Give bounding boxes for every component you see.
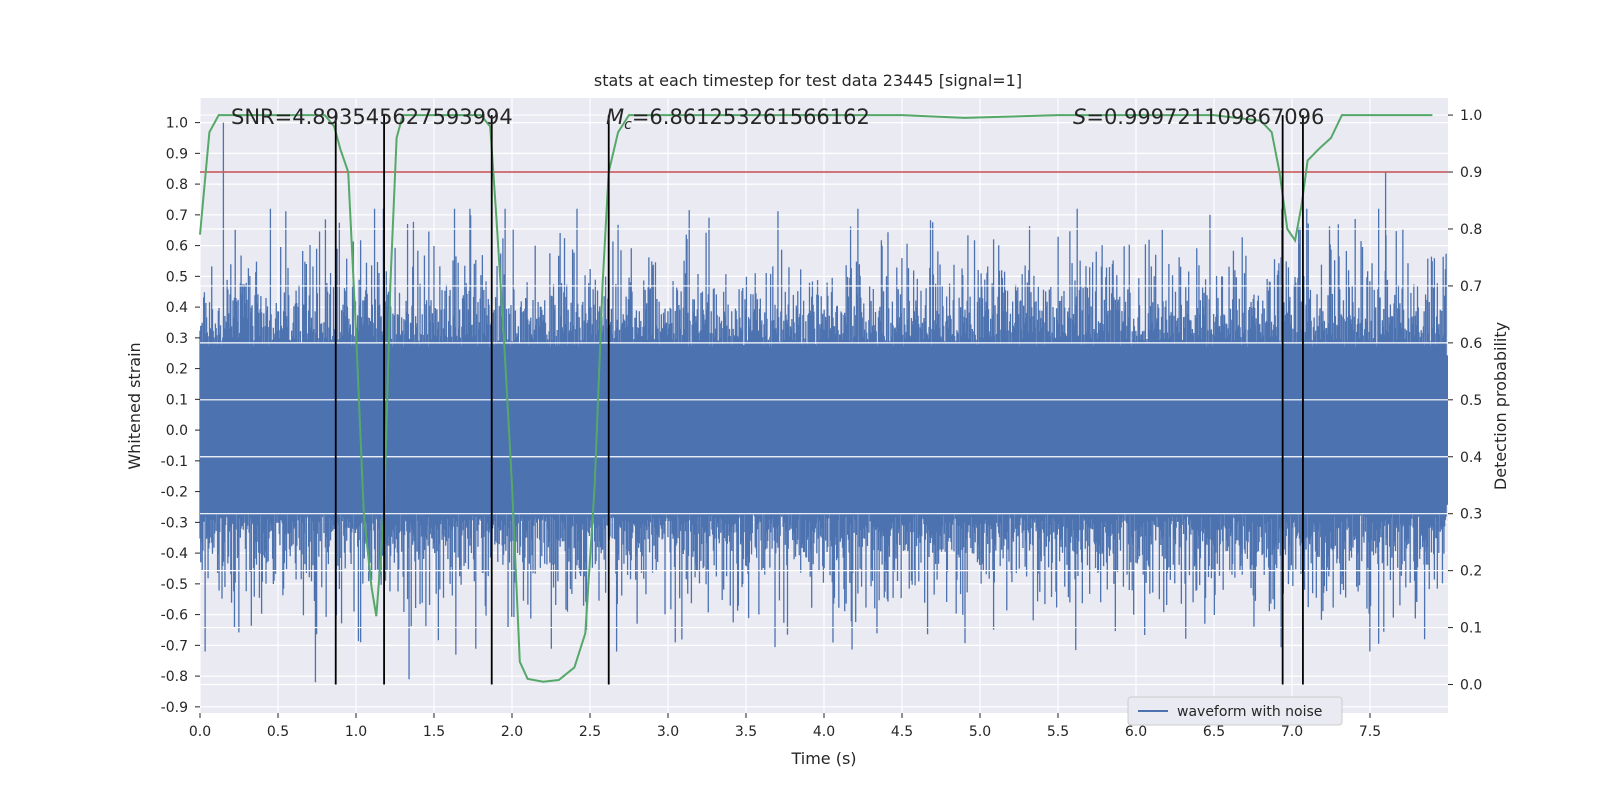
right-tick-label: 0.9 <box>1460 165 1482 181</box>
x-tick-label: 1.0 <box>345 724 367 740</box>
right-tick-label: 0.0 <box>1460 678 1482 694</box>
right-tick-label: 0.8 <box>1460 222 1482 238</box>
legend-box <box>1127 696 1343 726</box>
y-tick-label: 1.0 <box>166 116 188 132</box>
right-tick-label: 0.7 <box>1460 279 1482 295</box>
x-tick-label: 2.5 <box>579 724 601 740</box>
x-tick-label: 7.0 <box>1281 724 1303 740</box>
y-tick-label: -0.6 <box>161 608 188 624</box>
chirp-mass-value: =6.861253261566162 <box>632 105 870 129</box>
y-tick-label: 0.0 <box>166 423 188 439</box>
right-tick-label: 0.1 <box>1460 621 1482 637</box>
y-tick-label: 0.1 <box>166 392 188 408</box>
y-tick-label: 0.8 <box>166 177 188 193</box>
chirp-mass-annotation: Mc=6.861253261566162 <box>606 105 870 133</box>
right-tick-label: 0.6 <box>1460 336 1482 352</box>
x-axis-label: Time (s) <box>790 749 856 768</box>
y-tick-label: -0.3 <box>161 515 188 531</box>
x-tick-label: 1.5 <box>423 724 445 740</box>
y-tick-label: 0.3 <box>166 331 188 347</box>
x-tick-label: 5.0 <box>969 724 991 740</box>
y-tick-label: -0.2 <box>161 485 188 501</box>
spin-value: =0.999721109867096 <box>1086 105 1324 129</box>
x-tick-label: 2.0 <box>501 724 523 740</box>
strain-series <box>199 122 1448 683</box>
x-tick-label: 7.5 <box>1359 724 1381 740</box>
y-tick-label: -0.8 <box>161 669 188 685</box>
right-tick-label: 0.4 <box>1460 450 1482 466</box>
right-tick-label: 1.0 <box>1460 108 1482 124</box>
strain-trace <box>199 122 1447 683</box>
y-axis-label: Whitened strain <box>125 342 144 469</box>
x-axis-ticks: 0.0 0.5 1.0 1.5 2.0 2.5 3.0 3.5 4.0 4.5 5.0 5.5 6.0 6… <box>189 713 1381 740</box>
probability-series <box>199 114 1433 683</box>
y-tick-label: -0.1 <box>161 454 188 470</box>
probability-line <box>199 114 1433 683</box>
y-tick-label: 0.7 <box>166 208 188 224</box>
y-tick-label: -0.5 <box>161 577 188 593</box>
y-tick-label: -0.4 <box>161 546 188 562</box>
right-y-axis-label: Detection probability <box>1491 322 1510 490</box>
x-tick-label: 0.5 <box>267 724 289 740</box>
snr-annotation: SNR=4.893545627593994 <box>231 105 513 129</box>
x-tick-label: 6.5 <box>1203 724 1225 740</box>
legend-label: waveform with noise <box>1177 704 1322 720</box>
x-tick-label: 3.5 <box>735 724 757 740</box>
y-axis-ticks: -0.9 -0.8 -0.7 -0.6 -0.5 -0.4 -0.3 -0.2 -0.1 0.0 0… <box>161 116 200 716</box>
x-tick-label: 3.0 <box>657 724 679 740</box>
right-tick-label: 0.2 <box>1460 564 1482 580</box>
x-tick-label: 0.0 <box>189 724 211 740</box>
x-tick-label: 4.0 <box>813 724 835 740</box>
chirp-mass-subscript: c <box>624 117 632 133</box>
x-tick-label: 6.0 <box>1125 724 1147 740</box>
chart-title: stats at each timestep for test data 234… <box>594 71 1022 90</box>
y-tick-label: -0.7 <box>161 638 188 654</box>
y-tick-label: 0.4 <box>166 300 188 316</box>
x-tick-label: 4.5 <box>891 724 913 740</box>
legend: waveform with noise <box>1127 696 1343 726</box>
y-tick-label: -0.9 <box>161 700 188 716</box>
y-tick-label: 0.2 <box>166 362 188 378</box>
chirp-mass-symbol: M <box>606 105 624 129</box>
y-tick-label: 0.9 <box>166 146 188 162</box>
vertical-markers <box>334 115 1304 685</box>
y-tick-label: 0.6 <box>166 239 188 255</box>
right-tick-label: 0.5 <box>1460 393 1482 409</box>
spin-symbol: S <box>1073 105 1086 129</box>
spin-annotation: S=0.999721109867096 <box>1073 105 1324 129</box>
right-tick-label: 0.3 <box>1460 507 1482 523</box>
y-tick-label: 0.5 <box>166 269 188 285</box>
x-tick-label: 5.5 <box>1047 724 1069 740</box>
right-y-axis-ticks: 0.0 0.1 0.2 0.3 0.4 0.5 0.6 0.7 0.8 0.9 1.0 <box>1448 108 1482 694</box>
